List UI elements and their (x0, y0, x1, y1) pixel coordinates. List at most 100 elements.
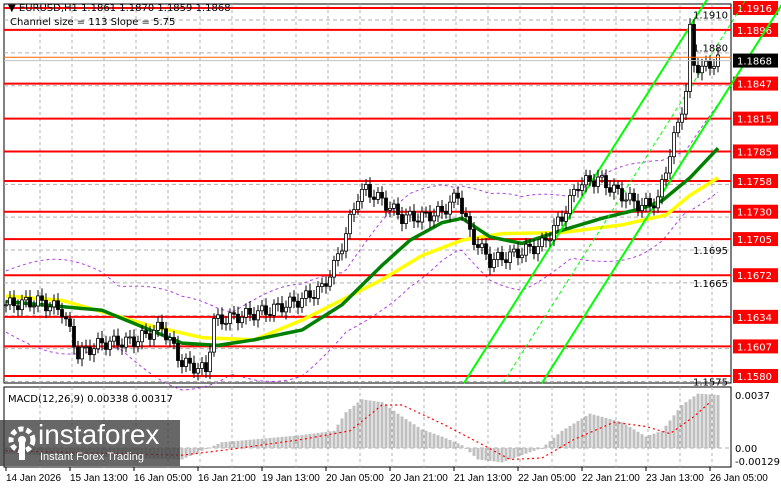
candle-bearish (396, 203, 400, 215)
price-axis-label: 1.1575 (693, 377, 728, 388)
macd-histogram-bar (592, 414, 596, 448)
level-price-tag (733, 232, 778, 247)
macd-histogram-bar (676, 410, 680, 448)
level-price-tag (733, 1, 778, 15)
macd-histogram-bar (564, 428, 568, 448)
candle-bullish (24, 297, 28, 301)
macd-histogram-bar (556, 434, 560, 448)
candle-bearish (324, 283, 328, 287)
candle-bullish (216, 314, 220, 319)
macd-histogram-bar (716, 395, 720, 448)
candle-bearish (528, 243, 532, 247)
macd-histogram-bar (532, 448, 536, 451)
candle-bearish (444, 210, 448, 215)
candle-bullish (84, 346, 88, 349)
candle-bullish (344, 233, 348, 252)
macd-histogram-bar (304, 434, 308, 448)
macd-histogram-bar (300, 435, 304, 448)
candle-bullish (320, 283, 324, 287)
candle-bearish (132, 336, 136, 347)
macd-axis-label: 0.00 (735, 444, 757, 455)
collapse-triangle-icon[interactable]: ▼ (8, 3, 19, 14)
candle-bearish (604, 175, 608, 189)
candle-bullish (564, 213, 568, 222)
macd-histogram-bar (384, 405, 388, 448)
candle-bearish (296, 300, 300, 308)
macd-histogram-bar (448, 439, 452, 448)
macd-label: MACD(12,26,9) 0.00338 0.00317 (8, 394, 174, 405)
candle-bearish (120, 344, 124, 348)
candle-bullish (584, 175, 588, 186)
candle-bullish (640, 205, 644, 212)
macd-histogram-bar (220, 442, 224, 448)
level-price-tag (733, 111, 778, 126)
macd-histogram-bar (396, 413, 400, 448)
macd-histogram-bar (424, 430, 428, 448)
candle-bullish (36, 295, 40, 307)
macd-histogram-bar (708, 394, 712, 448)
candle-bullish (660, 179, 664, 198)
candle-bearish (264, 305, 268, 315)
macd-histogram-bar (388, 407, 392, 448)
candle-bearish (172, 337, 176, 344)
macd-histogram-bar (696, 393, 700, 448)
candle-bullish (480, 243, 484, 248)
candle-bullish (96, 338, 100, 350)
macd-histogram-bar (324, 431, 328, 448)
level-price-tag (733, 368, 778, 383)
candle-bullish (656, 196, 660, 209)
level-price-label: 1.1916 (737, 4, 772, 15)
macd-histogram-bar (652, 433, 656, 448)
candle-bearish (472, 228, 476, 245)
candle-bearish (424, 211, 428, 214)
macd-histogram-bar (400, 416, 404, 448)
level-price-label: 1.1672 (737, 271, 772, 282)
level-price-label: 1.1634 (737, 313, 772, 324)
macd-histogram-bar (228, 441, 232, 448)
macd-histogram-bar (588, 413, 592, 448)
candle-bullish (672, 132, 676, 158)
candle-bearish (632, 192, 636, 202)
macd-histogram-bar (472, 448, 476, 456)
macd-histogram-bar (268, 437, 272, 448)
macd-histogram-bar (248, 439, 252, 448)
level-price-label: 1.1580 (737, 372, 772, 383)
macd-histogram-bar (528, 448, 532, 453)
time-axis-label: 23 Jan 13:00 (646, 473, 704, 484)
candle-bearish (116, 335, 120, 346)
level-price-label: 1.1758 (737, 177, 772, 188)
candle-bullish (580, 184, 584, 191)
watermark-tagline: Instant Forex Trading (40, 451, 144, 463)
macd-histogram-bar (216, 443, 220, 448)
candle-bullish (680, 113, 684, 123)
watermark-name: instaforex (38, 419, 160, 450)
candle-bearish (76, 346, 80, 360)
candle-bearish (160, 321, 164, 330)
candle-bullish (92, 348, 96, 355)
macd-histogram-bar (372, 401, 376, 448)
macd-histogram-bar (428, 432, 432, 448)
candle-bullish (436, 205, 440, 217)
price-axis-label: 1.1910 (693, 11, 728, 22)
candle-bullish (512, 248, 516, 253)
candle-bullish (520, 254, 524, 259)
macd-histogram-bar (260, 438, 264, 448)
macd-histogram-bar (212, 445, 216, 448)
candle-bullish (376, 192, 380, 200)
time-axis-label: 21 Jan 13:00 (454, 473, 512, 484)
candle-bearish (236, 313, 240, 324)
macd-histogram-bar (524, 448, 528, 454)
candle-bullish (32, 305, 36, 308)
candle-bearish (468, 216, 472, 230)
macd-histogram-bar (336, 424, 340, 448)
candle-bearish (560, 216, 564, 222)
time-axis-label: 20 Jan 05:00 (326, 473, 384, 484)
candle-bullish (404, 214, 408, 224)
candle-bullish (128, 336, 132, 339)
candle-bullish (168, 337, 172, 341)
macd-histogram-bar (320, 432, 324, 448)
macd-histogram-bar (284, 436, 288, 448)
price-axis-label: 1.1665 (693, 279, 728, 290)
candle-bullish (336, 253, 340, 261)
